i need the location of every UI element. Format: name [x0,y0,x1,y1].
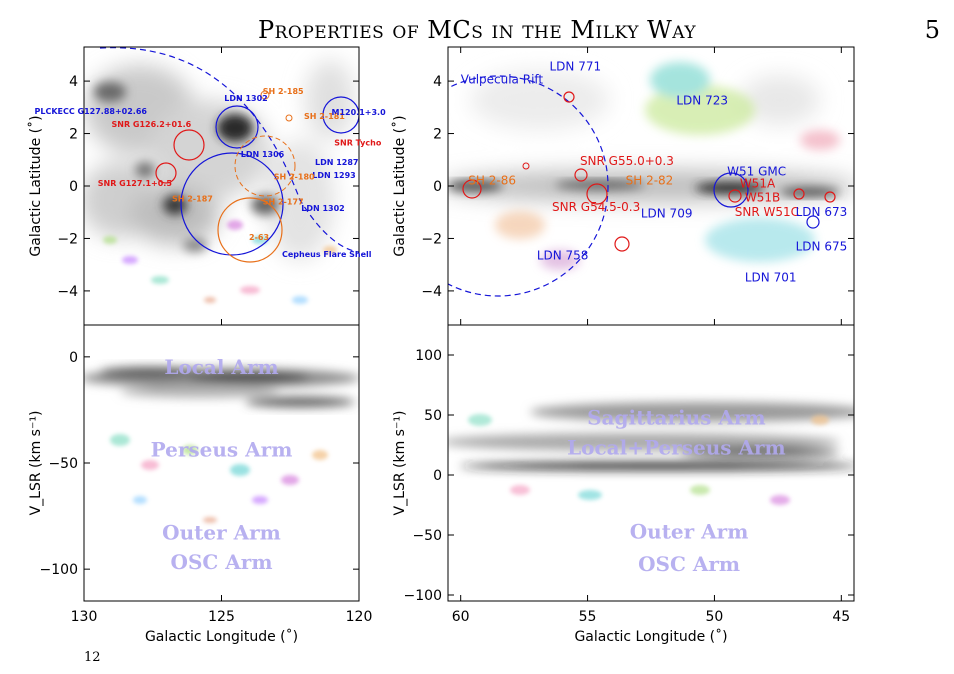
region-label: W51B [745,191,780,205]
arm-label: Local Arm [164,355,278,379]
region-label: W51 GMC [727,165,786,179]
x-tick-label: 125 [208,609,235,625]
x-tick-label: 130 [71,609,98,625]
y-tick-label: 100 [415,348,442,364]
arm-label: OSC Arm [171,550,273,574]
region-label: LDN 1302 [224,94,267,103]
region-label: LDN 771 [550,60,602,74]
caption-fragment: 12 [84,650,101,665]
y-axis-title: Galactic Latitude (˚) [27,115,44,256]
region-label: SNR G55.0+0.3 [580,154,674,168]
bottom-right-background [448,402,854,505]
x-tick-label: 120 [346,609,373,625]
region-label: SH 2-82 [626,174,674,188]
region-label: SNR G126.2+01.6 [112,120,192,129]
region-label: W51A [740,176,776,190]
y-tick-label: −50 [412,528,442,544]
page-header: Properties of MCs in the Milky Way 5 [0,14,954,50]
arm-label: Perseus Arm [151,438,293,462]
x-tick-label: 60 [452,609,470,625]
region-label: Cepheus Flare Shell [282,250,372,259]
x-axis-title: Galactic Longitude (˚) [145,628,298,645]
region-label: LDN 673 [796,205,848,219]
top-right-markers [448,75,836,297]
annotations: PLCKECC G127.88+02.66 SNR G126.2+01.6 LDN … [35,60,848,576]
y-tick-label: −2 [57,231,78,247]
region-label: LDN 723 [676,94,728,108]
y-axis-title: Galactic Latitude (˚) [391,115,408,256]
axis-labels: −4 −2 0 2 4 Galactic Latitude (˚) −4 −2 0 2 4 Galac… [27,74,850,645]
x-axis-title: Galactic Longitude (˚) [574,628,727,645]
y-tick-label: 2 [433,127,442,143]
region-label: M120.1+3.0 [332,108,387,117]
region-label: LDN 1306 [241,150,285,159]
y-tick-label: 2 [69,127,78,143]
region-label: SH 2-177 [263,197,304,206]
top-right-background [448,62,854,270]
region-label: SH 2-185 [263,87,304,96]
arm-label: Outer Arm [630,520,749,544]
region-label: SH 2-86 [468,174,516,188]
y-tick-label: 0 [69,350,78,366]
y-tick-label: −100 [404,588,442,604]
region-label: SNR Tycho [334,138,382,147]
y-axis-title: V_LSR (km s⁻¹) [392,411,408,516]
y-tick-label: 0 [433,468,442,484]
y-tick-label: −2 [421,231,442,247]
y-tick-label: 0 [69,179,78,195]
region-label: 2-63 [249,233,269,242]
region-label: LDN 758 [537,248,589,262]
y-tick-label: 0 [433,179,442,195]
y-tick-label: 4 [433,74,442,90]
region-label: SNR G54.5-0.3 [552,200,640,214]
region-label: LDN 1302 [301,204,344,213]
y-tick-label: −4 [421,284,442,300]
y-tick-label: −50 [48,456,78,472]
region-label: LDN 1293 [312,171,355,180]
y-tick-label: 4 [69,74,78,90]
region-label: SNR W51C [735,205,799,219]
arm-label: Outer Arm [162,520,281,544]
x-tick-label: 50 [706,609,724,625]
y-tick-label: −4 [57,284,78,300]
y-tick-label: 50 [424,408,442,424]
x-tick-label: 45 [832,609,850,625]
axis-ticks [83,47,854,601]
region-label: LDN 701 [745,271,797,285]
region-label: SH 2-181 [304,112,345,121]
top-left-markers [99,47,359,263]
region-label: LDN 1287 [315,158,358,167]
arm-label: Sagittarius Arm [587,406,766,430]
bottom-left-background [84,367,359,523]
running-title: Properties of MCs in the Milky Way [257,16,697,44]
y-axis-title: V_LSR (km s⁻¹) [28,411,44,516]
region-label: Vulpecula Rift [461,73,544,87]
page-number: 5 [924,16,940,44]
region-label: PLCKECC G127.88+02.66 [35,107,148,116]
x-tick-label: 55 [579,609,597,625]
arm-label: OSC Arm [638,552,740,576]
y-tick-label: −100 [40,562,78,578]
region-label: LDN 675 [796,239,848,253]
arm-label: Local+Perseus Arm [567,436,786,460]
region-label: SH 2-187 [172,195,213,204]
region-label: LDN 709 [641,206,693,220]
region-label: SNR G127.1+0.5 [98,179,173,188]
region-label: SH 2-180 [274,172,315,181]
